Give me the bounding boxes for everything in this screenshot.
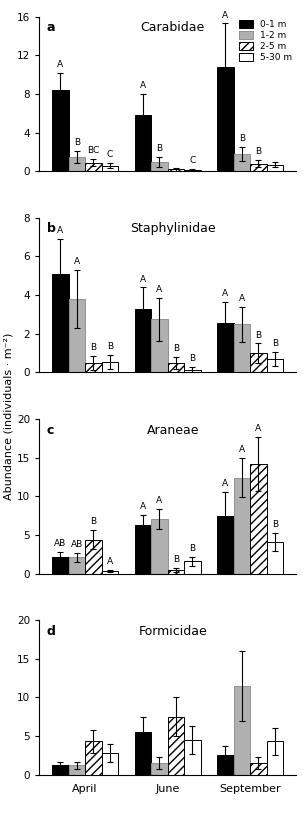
- Text: A: A: [255, 424, 262, 433]
- Bar: [85, 162, 101, 172]
- Bar: [52, 556, 69, 574]
- Bar: [151, 319, 168, 372]
- Text: AB: AB: [54, 539, 66, 548]
- Bar: [267, 741, 283, 775]
- Bar: [250, 763, 267, 775]
- Text: A: A: [140, 502, 146, 511]
- Text: C: C: [189, 156, 195, 165]
- Text: A: A: [107, 557, 113, 566]
- Bar: [135, 525, 151, 574]
- Text: A: A: [57, 227, 63, 235]
- Text: A: A: [239, 294, 245, 303]
- Text: B: B: [173, 555, 179, 564]
- Text: A: A: [140, 275, 146, 283]
- Bar: [168, 169, 184, 172]
- Bar: [85, 540, 101, 574]
- Text: AB: AB: [71, 540, 83, 549]
- Legend: 0-1 m, 1-2 m, 2-5 m, 5-30 m: 0-1 m, 1-2 m, 2-5 m, 5-30 m: [237, 18, 294, 63]
- Bar: [135, 732, 151, 775]
- Bar: [69, 157, 85, 172]
- Text: B: B: [189, 354, 195, 363]
- Bar: [168, 363, 184, 372]
- Text: A: A: [156, 496, 162, 505]
- Bar: [135, 115, 151, 172]
- Text: B: B: [90, 343, 96, 352]
- Text: B: B: [74, 138, 80, 147]
- Text: a: a: [47, 22, 56, 34]
- Bar: [267, 165, 283, 172]
- Bar: [267, 541, 283, 574]
- Bar: [69, 557, 85, 574]
- Text: d: d: [47, 625, 56, 637]
- Bar: [135, 309, 151, 372]
- Text: B: B: [255, 147, 262, 156]
- Text: B: B: [272, 339, 278, 348]
- Bar: [85, 363, 101, 372]
- Text: B: B: [173, 344, 179, 353]
- Bar: [217, 516, 234, 574]
- Bar: [234, 154, 250, 172]
- Text: B: B: [255, 331, 262, 340]
- Text: Formicidae: Formicidae: [138, 625, 207, 637]
- Text: Araneae: Araneae: [146, 423, 199, 436]
- Bar: [184, 740, 201, 775]
- Text: C: C: [107, 150, 113, 159]
- Bar: [101, 166, 118, 172]
- Text: A: A: [140, 81, 146, 90]
- Bar: [69, 299, 85, 372]
- Text: A: A: [57, 60, 63, 69]
- Text: B: B: [272, 520, 278, 529]
- Text: B: B: [189, 544, 195, 553]
- Text: A: A: [222, 480, 228, 488]
- Bar: [52, 90, 69, 172]
- Bar: [69, 766, 85, 775]
- Bar: [151, 519, 168, 574]
- Bar: [234, 324, 250, 372]
- Bar: [184, 170, 201, 172]
- Bar: [234, 686, 250, 775]
- Text: c: c: [47, 423, 54, 436]
- Bar: [101, 753, 118, 775]
- Text: Abundance (individuals · m⁻²): Abundance (individuals · m⁻²): [3, 333, 13, 500]
- Text: b: b: [47, 222, 56, 236]
- Bar: [217, 756, 234, 775]
- Bar: [267, 359, 283, 372]
- Bar: [250, 464, 267, 574]
- Text: B: B: [107, 342, 113, 352]
- Bar: [234, 477, 250, 574]
- Bar: [250, 353, 267, 372]
- Bar: [151, 162, 168, 172]
- Bar: [151, 763, 168, 775]
- Text: B: B: [239, 134, 245, 143]
- Text: A: A: [74, 257, 80, 266]
- Text: Carabidae: Carabidae: [141, 22, 205, 34]
- Bar: [101, 571, 118, 574]
- Bar: [184, 561, 201, 574]
- Text: A: A: [156, 285, 162, 294]
- Text: A: A: [239, 446, 245, 455]
- Bar: [217, 323, 234, 372]
- Text: BC: BC: [87, 147, 99, 156]
- Bar: [250, 163, 267, 172]
- Bar: [85, 741, 101, 775]
- Text: Staphylinidae: Staphylinidae: [130, 222, 216, 236]
- Bar: [101, 362, 118, 372]
- Bar: [168, 716, 184, 775]
- Bar: [52, 766, 69, 775]
- Text: B: B: [90, 517, 96, 526]
- Text: B: B: [156, 144, 162, 153]
- Bar: [217, 67, 234, 172]
- Bar: [184, 370, 201, 372]
- Bar: [168, 570, 184, 574]
- Text: A: A: [222, 289, 228, 298]
- Text: A: A: [222, 11, 228, 19]
- Bar: [52, 274, 69, 372]
